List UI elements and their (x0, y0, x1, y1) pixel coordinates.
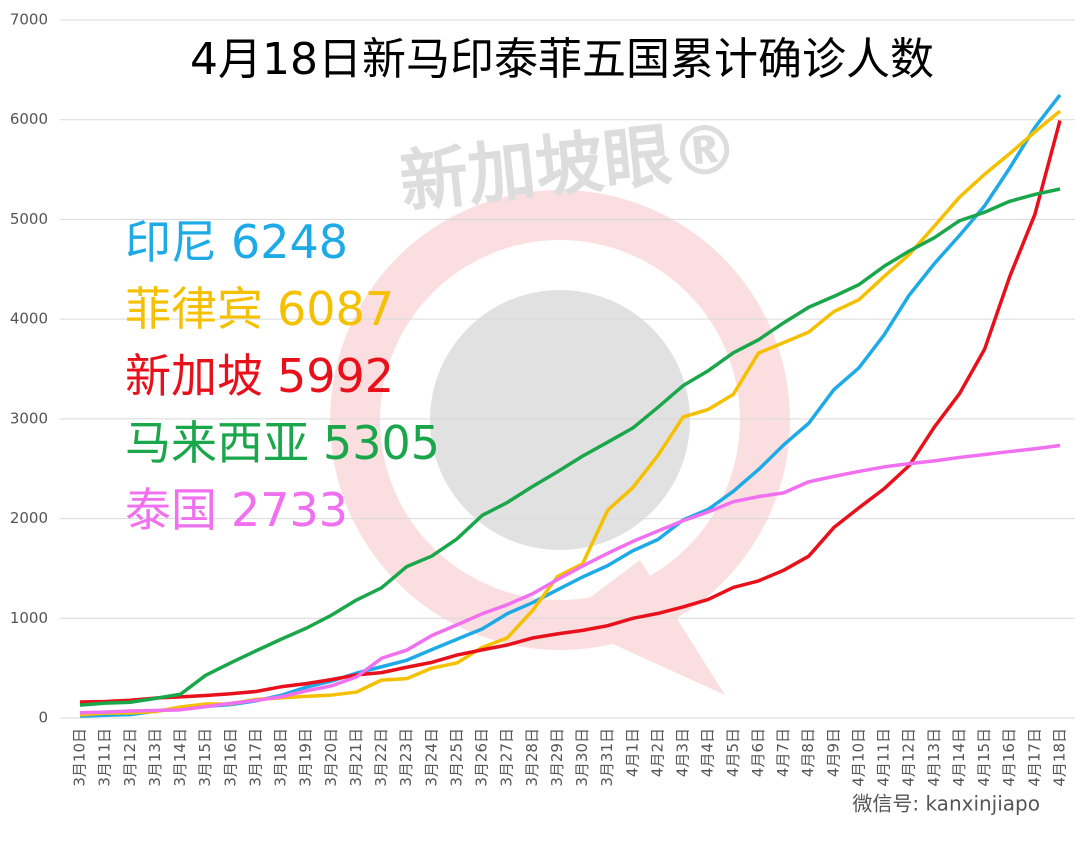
legend-value: 6248 (231, 215, 348, 269)
x-tick-label: 3月16日 (221, 728, 239, 787)
x-tick-label: 4月15日 (975, 728, 993, 787)
y-tick-label: 5000 (10, 210, 48, 228)
x-tick-label: 3月12日 (121, 728, 139, 787)
x-tick-label: 3月27日 (498, 728, 516, 787)
legend-entry: 泰国 2733 (125, 483, 348, 537)
x-tick-label: 4月12日 (900, 728, 918, 787)
x-tick-label: 4月14日 (950, 728, 968, 787)
legend-value: 5305 (323, 416, 440, 470)
x-tick-label: 4月2日 (648, 728, 666, 777)
x-tick-label: 3月10日 (71, 728, 89, 787)
x-tick-label: 3月13日 (146, 728, 164, 787)
x-tick-label: 4月7日 (774, 728, 792, 777)
x-tick-label: 3月15日 (196, 728, 214, 787)
x-tick-label: 3月24日 (422, 728, 440, 787)
x-tick-label: 4月16日 (1000, 728, 1018, 787)
legend-entry: 马来西亚 5305 (125, 416, 440, 470)
legend-value: 2733 (231, 483, 348, 537)
x-tick-label: 4月5日 (724, 728, 742, 777)
x-tick-label: 4月10日 (849, 728, 867, 787)
legend-name: 菲律宾 (125, 282, 263, 336)
x-tick-label: 4月8日 (799, 728, 817, 777)
x-tick-label: 4月4日 (699, 728, 717, 777)
series-line (79, 187, 1061, 707)
x-tick-label: 4月13日 (925, 728, 943, 787)
x-tick-label: 3月31日 (598, 728, 616, 787)
x-tick-label: 4月11日 (875, 728, 893, 787)
x-tick-label: 3月26日 (473, 728, 491, 787)
legend-name: 泰国 (125, 483, 217, 537)
x-tick-label: 3月14日 (171, 728, 189, 787)
x-tick-label: 3月22日 (372, 728, 390, 787)
x-tick-label: 3月11日 (96, 728, 114, 787)
legend-name: 新加坡 (125, 349, 263, 403)
x-tick-label: 3月28日 (523, 728, 541, 787)
legend-name: 印尼 (125, 215, 217, 269)
x-tick-label: 4月1日 (623, 728, 641, 777)
y-tick-label: 4000 (10, 310, 48, 328)
y-tick-label: 0 (38, 709, 48, 727)
legend-entry: 印尼 6248 (125, 215, 348, 269)
legend-value: 6087 (277, 282, 394, 336)
footer: 微信号: kanxinjiapo (852, 792, 1040, 816)
legend-entry: 菲律宾 6087 (125, 282, 394, 336)
x-tick-label: 4月17日 (1025, 728, 1043, 787)
chart-title: 4月18日新马印泰菲五国累计确诊人数 (190, 34, 934, 85)
x-tick-label: 4月18日 (1051, 728, 1069, 787)
y-tick-label: 6000 (10, 110, 48, 128)
y-tick-label: 2000 (10, 509, 48, 527)
x-tick-label: 4月3日 (674, 728, 692, 777)
y-tick-label: 7000 (10, 11, 48, 29)
series-line (79, 120, 1062, 704)
legend-name: 马来西亚 (125, 416, 309, 470)
x-tick-label: 3月23日 (397, 728, 415, 787)
x-tick-label: 3月30日 (573, 728, 591, 787)
series-line (79, 443, 1061, 715)
x-tick-label: 3月25日 (447, 728, 465, 787)
x-tick-label: 4月6日 (749, 728, 767, 777)
x-tick-label: 3月20日 (322, 728, 340, 787)
x-tick-label: 3月29日 (548, 728, 566, 787)
legend-value: 5992 (277, 349, 394, 403)
logo (330, 190, 790, 695)
y-tick-label: 1000 (10, 609, 48, 627)
x-tick-label: 3月21日 (347, 728, 365, 787)
x-tick-label: 3月17日 (246, 728, 264, 787)
x-tick-label: 3月19日 (297, 728, 315, 787)
y-tick-label: 3000 (10, 409, 48, 427)
x-tick-label: 4月9日 (824, 728, 842, 777)
x-tick-label: 3月18日 (272, 728, 290, 787)
legend-entry: 新加坡 5992 (125, 349, 394, 403)
